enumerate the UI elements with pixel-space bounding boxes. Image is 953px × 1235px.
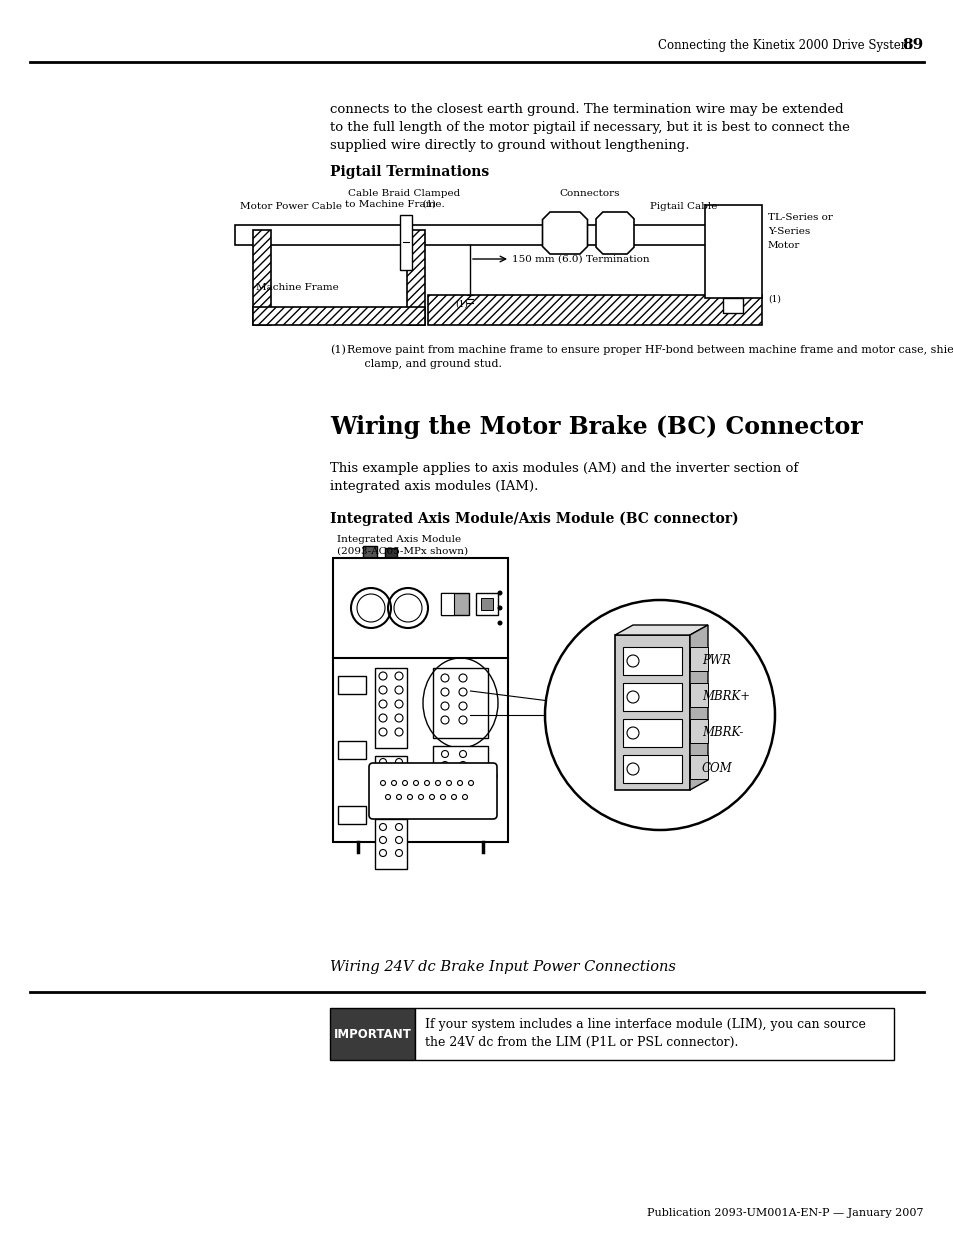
Bar xyxy=(363,546,376,558)
Text: (1): (1) xyxy=(330,345,346,356)
Text: supplied wire directly to ground without lengthening.: supplied wire directly to ground without… xyxy=(330,140,689,152)
Bar xyxy=(440,593,469,615)
Bar xyxy=(622,719,681,747)
Bar xyxy=(440,593,454,615)
Bar xyxy=(689,683,707,706)
Polygon shape xyxy=(596,212,634,254)
Polygon shape xyxy=(689,625,707,790)
Circle shape xyxy=(489,772,497,781)
Text: COM: COM xyxy=(701,762,732,776)
Text: MBRK+: MBRK+ xyxy=(701,690,749,704)
Bar xyxy=(375,668,407,748)
Text: PWR: PWR xyxy=(701,655,730,667)
Bar xyxy=(689,755,707,779)
Text: Motor Power Cable: Motor Power Cable xyxy=(240,203,341,211)
Text: Integrated Axis Module/Axis Module (BC connector): Integrated Axis Module/Axis Module (BC c… xyxy=(330,513,738,526)
Text: IMPORTANT: IMPORTANT xyxy=(334,1028,411,1041)
Bar xyxy=(253,230,271,325)
Circle shape xyxy=(497,605,502,610)
Text: TL-Series or: TL-Series or xyxy=(767,212,832,222)
Bar xyxy=(337,741,366,760)
Text: This example applies to axis modules (AM) and the inverter section of: This example applies to axis modules (AM… xyxy=(330,462,798,475)
Polygon shape xyxy=(615,625,707,635)
Text: If your system includes a line interface module (LIM), you can source: If your system includes a line interface… xyxy=(424,1018,865,1031)
Text: clamp, and ground stud.: clamp, and ground stud. xyxy=(339,359,501,369)
Bar xyxy=(375,756,407,811)
Text: to Machine Frame.: to Machine Frame. xyxy=(345,200,444,209)
Bar xyxy=(622,647,681,676)
Text: the 24V dc from the LIM (P1L or PSL connector).: the 24V dc from the LIM (P1L or PSL conn… xyxy=(424,1036,738,1049)
Bar xyxy=(415,1008,893,1060)
Bar xyxy=(704,205,761,298)
Text: (1): (1) xyxy=(419,200,436,209)
Text: 89: 89 xyxy=(902,38,923,52)
Text: Wiring the Motor Brake (BC) Connector: Wiring the Motor Brake (BC) Connector xyxy=(330,415,862,438)
Text: Y-Series: Y-Series xyxy=(767,227,809,236)
Text: (1): (1) xyxy=(456,300,468,309)
Text: Connectors: Connectors xyxy=(559,189,619,198)
Text: Motor: Motor xyxy=(767,241,800,249)
Circle shape xyxy=(497,590,502,595)
Bar xyxy=(337,676,366,694)
Text: Wiring 24V dc Brake Input Power Connections: Wiring 24V dc Brake Input Power Connecti… xyxy=(330,960,675,974)
Text: 150 mm (6.0) Termination: 150 mm (6.0) Termination xyxy=(512,254,649,263)
Bar xyxy=(337,806,366,824)
Text: Integrated Axis Module: Integrated Axis Module xyxy=(336,535,460,543)
FancyBboxPatch shape xyxy=(369,763,497,819)
Text: (2093-AC05-MPx shown): (2093-AC05-MPx shown) xyxy=(336,547,468,556)
Text: MBRK-: MBRK- xyxy=(701,726,742,740)
Bar xyxy=(433,668,488,739)
Bar xyxy=(622,755,681,783)
Bar xyxy=(689,719,707,743)
Text: Remove paint from machine frame to ensure proper HF-bond between machine frame a: Remove paint from machine frame to ensur… xyxy=(339,345,953,354)
Bar xyxy=(253,308,424,325)
Bar xyxy=(428,295,761,325)
Bar xyxy=(407,230,424,325)
Text: integrated axis modules (IAM).: integrated axis modules (IAM). xyxy=(330,480,537,493)
Circle shape xyxy=(497,620,502,625)
Polygon shape xyxy=(542,212,587,254)
Text: Machine Frame: Machine Frame xyxy=(255,283,338,291)
Bar xyxy=(385,548,396,558)
Text: Publication 2093-UM001A-EN-P — January 2007: Publication 2093-UM001A-EN-P — January 2… xyxy=(647,1208,923,1218)
Text: Connecting the Kinetix 2000 Drive System: Connecting the Kinetix 2000 Drive System xyxy=(658,40,911,52)
Bar xyxy=(399,215,412,270)
Bar xyxy=(375,819,407,869)
Bar xyxy=(433,746,488,802)
Bar xyxy=(689,647,707,671)
Bar xyxy=(622,683,681,711)
Bar xyxy=(330,1008,415,1060)
Bar xyxy=(234,225,760,245)
Text: to the full length of the motor pigtail if necessary, but it is best to connect : to the full length of the motor pigtail … xyxy=(330,121,849,135)
Bar xyxy=(333,558,507,842)
Text: Pigtail Terminations: Pigtail Terminations xyxy=(330,165,489,179)
Text: Cable Braid Clamped: Cable Braid Clamped xyxy=(348,189,459,198)
Bar xyxy=(476,593,497,615)
Text: Pigtail Cable: Pigtail Cable xyxy=(649,203,717,211)
Bar xyxy=(615,635,689,790)
Bar xyxy=(480,598,493,610)
Text: connects to the closest earth ground. The termination wire may be extended: connects to the closest earth ground. Th… xyxy=(330,103,842,116)
Circle shape xyxy=(544,600,774,830)
Text: (1): (1) xyxy=(767,295,781,304)
Bar xyxy=(722,298,742,312)
